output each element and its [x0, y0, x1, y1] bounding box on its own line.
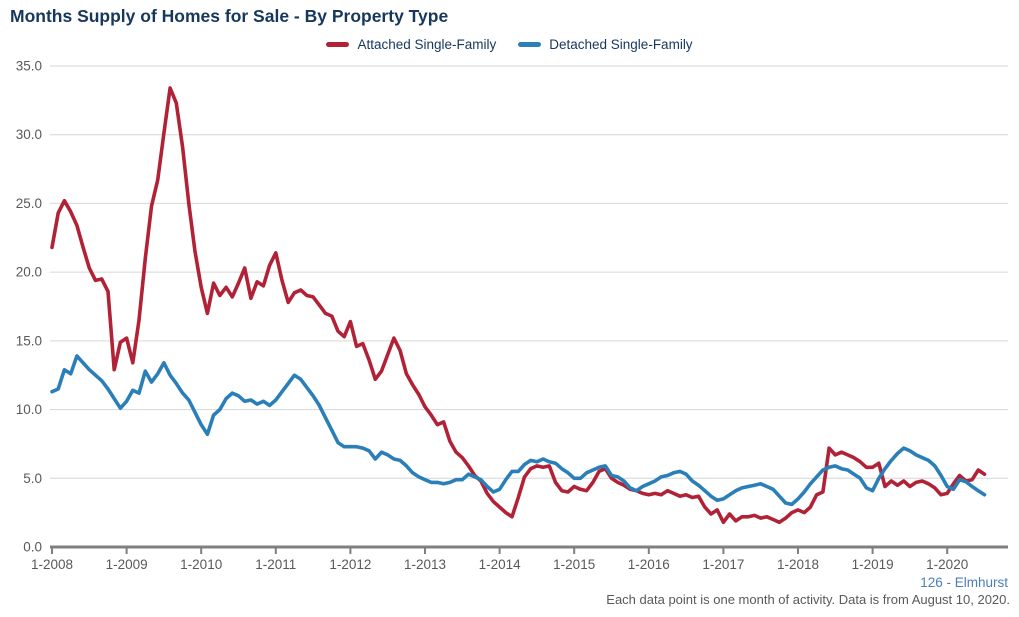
svg-text:20.0: 20.0	[16, 265, 42, 280]
svg-text:25.0: 25.0	[16, 196, 42, 211]
detached-series-swatch-icon	[518, 42, 542, 47]
page-title: Months Supply of Homes for Sale - By Pro…	[10, 6, 449, 26]
svg-text:1-2008: 1-2008	[31, 557, 73, 572]
chart-legend: Attached Single-Family Detached Single-F…	[0, 37, 1019, 52]
legend-item-detached: Detached Single-Family	[518, 37, 693, 52]
svg-text:10.0: 10.0	[16, 402, 42, 417]
svg-text:1-2009: 1-2009	[106, 557, 148, 572]
svg-text:1-2017: 1-2017	[702, 557, 744, 572]
legend-label-detached: Detached Single-Family	[549, 37, 693, 52]
svg-text:1-2014: 1-2014	[479, 557, 522, 572]
svg-text:1-2012: 1-2012	[329, 557, 371, 572]
chart-footnote: Each data point is one month of activity…	[606, 592, 1010, 607]
series-line-detached	[50, 354, 987, 507]
legend-label-attached: Attached Single-Family	[357, 37, 497, 52]
attached-series-swatch-icon	[326, 42, 350, 47]
svg-text:1-2011: 1-2011	[255, 557, 296, 572]
svg-text:1-2010: 1-2010	[180, 557, 222, 572]
svg-text:1-2013: 1-2013	[404, 557, 446, 572]
x-axis-labels: 1-2008 1-2009 1-2010 1-2011 1-2012 1-2013 1-20…	[31, 557, 968, 572]
svg-text:0.0: 0.0	[23, 540, 42, 555]
svg-text:1-2019: 1-2019	[852, 557, 894, 572]
y-axis-labels: 0.0 5.0 10.0 15.0 20.0 25.0 30.0 35.0	[16, 59, 42, 555]
svg-text:15.0: 15.0	[16, 333, 42, 348]
svg-text:1-2020: 1-2020	[926, 557, 968, 572]
series-line-attached	[50, 86, 987, 525]
svg-text:30.0: 30.0	[16, 127, 42, 142]
svg-text:1-2015: 1-2015	[553, 557, 595, 572]
svg-text:1-2016: 1-2016	[628, 557, 670, 572]
svg-text:5.0: 5.0	[23, 471, 42, 486]
legend-item-attached: Attached Single-Family	[326, 37, 496, 52]
svg-text:35.0: 35.0	[16, 59, 42, 74]
x-axis	[50, 545, 1008, 554]
gridlines	[50, 65, 1008, 479]
area-source-link[interactable]: 126 - Elmhurst	[920, 575, 1008, 590]
svg-text:1-2018: 1-2018	[777, 557, 819, 572]
